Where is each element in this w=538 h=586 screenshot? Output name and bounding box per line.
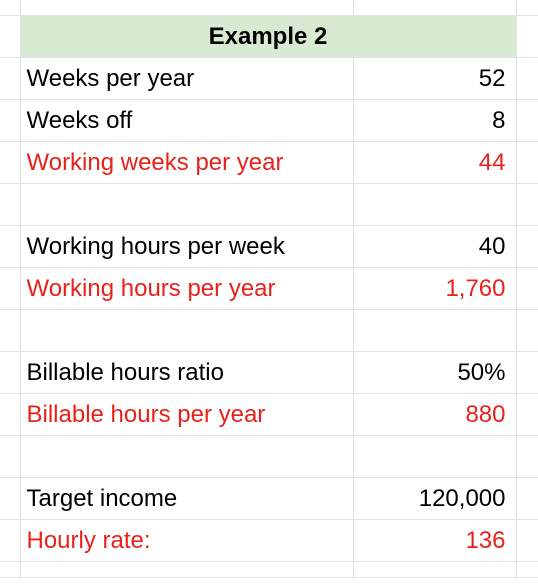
row-label-cell[interactable]	[20, 183, 354, 226]
row-label-cell[interactable]: Weeks off	[20, 99, 354, 142]
row-value-cell[interactable]: 136	[353, 519, 517, 562]
row-value-cell[interactable]: 44	[353, 141, 517, 184]
cell[interactable]	[0, 99, 21, 142]
row-label-cell[interactable]	[20, 309, 354, 352]
cell[interactable]	[0, 267, 21, 310]
row-label-cell[interactable]	[20, 435, 354, 478]
cell[interactable]	[20, 561, 354, 578]
table-row	[0, 309, 538, 352]
cell[interactable]	[516, 225, 538, 268]
header-row: Example 2	[0, 15, 538, 58]
table-row	[0, 183, 538, 226]
cell[interactable]	[516, 561, 538, 578]
cell[interactable]	[0, 15, 21, 58]
row-value-cell[interactable]	[353, 435, 517, 478]
row-label-cell[interactable]: Working hours per week	[20, 225, 354, 268]
top-row	[0, 0, 538, 16]
cell[interactable]	[0, 57, 21, 100]
cell[interactable]	[516, 183, 538, 226]
row-value-cell[interactable]: 40	[353, 225, 517, 268]
cell[interactable]	[516, 15, 538, 58]
cell[interactable]	[0, 225, 21, 268]
row-value-cell[interactable]	[353, 309, 517, 352]
row-label-cell[interactable]: Weeks per year	[20, 57, 354, 100]
table-row: Billable hours ratio 50%	[0, 351, 538, 394]
cell[interactable]	[0, 393, 21, 436]
cell[interactable]	[0, 183, 21, 226]
table-row: Hourly rate: 136	[0, 519, 538, 562]
cell[interactable]	[516, 435, 538, 478]
row-value-cell[interactable]: 52	[353, 57, 517, 100]
cell[interactable]	[516, 519, 538, 562]
row-label-cell[interactable]: Working weeks per year	[20, 141, 354, 184]
table-row	[0, 435, 538, 478]
cell[interactable]	[516, 267, 538, 310]
table-row: Working hours per week 40	[0, 225, 538, 268]
cell[interactable]	[516, 477, 538, 520]
cell[interactable]	[516, 309, 538, 352]
row-value-cell[interactable]: 1,760	[353, 267, 517, 310]
cell[interactable]	[0, 561, 21, 578]
cell[interactable]	[0, 435, 21, 478]
cell[interactable]	[0, 0, 21, 16]
row-value-cell[interactable]	[353, 183, 517, 226]
row-label-cell[interactable]: Billable hours per year	[20, 393, 354, 436]
cell[interactable]	[0, 519, 21, 562]
cell[interactable]	[516, 57, 538, 100]
header-title-cell[interactable]: Example 2	[20, 15, 517, 58]
table-row: Weeks off 8	[0, 99, 538, 142]
row-label-cell[interactable]: Billable hours ratio	[20, 351, 354, 394]
table-row: Billable hours per year 880	[0, 393, 538, 436]
cell[interactable]	[0, 477, 21, 520]
row-value-cell[interactable]: 880	[353, 393, 517, 436]
row-label-cell[interactable]: Hourly rate:	[20, 519, 354, 562]
table-row: Working hours per year 1,760	[0, 267, 538, 310]
cell[interactable]	[516, 0, 538, 16]
table-row: Working weeks per year 44	[0, 141, 538, 184]
cell[interactable]	[516, 393, 538, 436]
cell[interactable]	[516, 351, 538, 394]
row-value-cell[interactable]: 8	[353, 99, 517, 142]
cell[interactable]	[0, 309, 21, 352]
cell[interactable]	[516, 141, 538, 184]
cell[interactable]	[20, 0, 354, 16]
row-value-cell[interactable]: 50%	[353, 351, 517, 394]
row-label-cell[interactable]: Working hours per year	[20, 267, 354, 310]
cell[interactable]	[0, 141, 21, 184]
cell[interactable]	[353, 561, 517, 578]
table-row: Target income 120,000	[0, 477, 538, 520]
row-label-cell[interactable]: Target income	[20, 477, 354, 520]
row-value-cell[interactable]: 120,000	[353, 477, 517, 520]
table-row: Weeks per year 52	[0, 57, 538, 100]
cell[interactable]	[353, 0, 517, 16]
bottom-row	[0, 561, 538, 578]
cell[interactable]	[516, 99, 538, 142]
cell[interactable]	[0, 351, 21, 394]
